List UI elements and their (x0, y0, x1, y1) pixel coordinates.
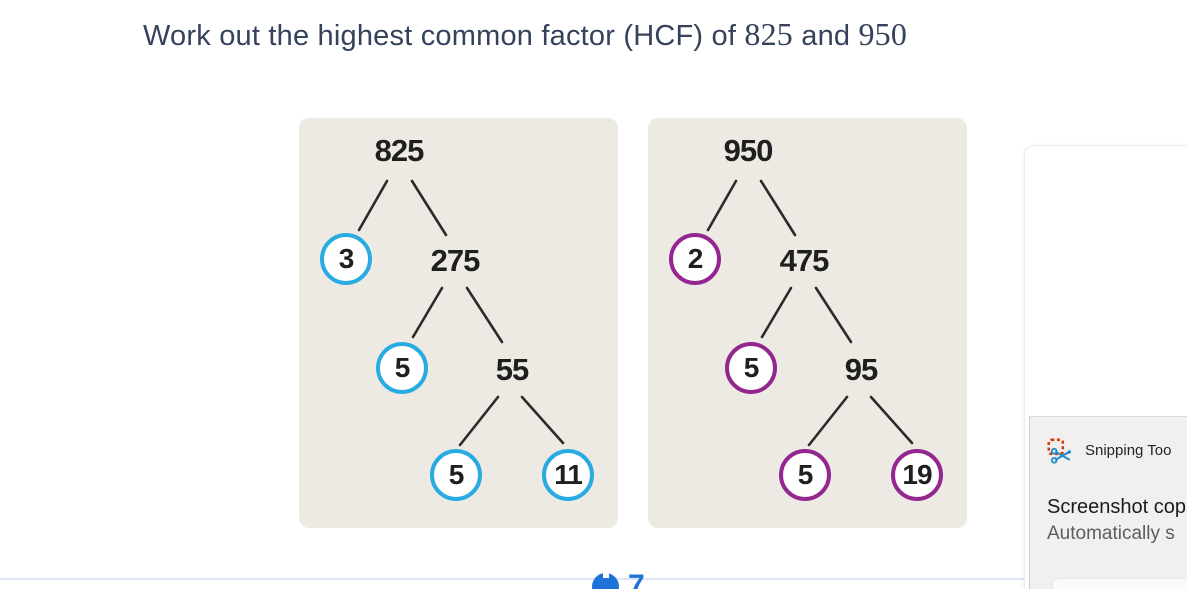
tree-node-275: 275 (430, 243, 481, 278)
tree-prime-11: 11 (542, 449, 594, 501)
factor-tree-825-card: 825 3 275 5 55 5 11 (299, 118, 618, 528)
snipping-tool-icon (1047, 438, 1071, 464)
tree-node-55: 55 (495, 352, 529, 387)
factor-tree-950-card: 950 2 475 5 95 5 19 (648, 118, 967, 528)
tree-prime-2: 2 (669, 233, 721, 285)
tree-node-95: 95 (844, 352, 878, 387)
tree-prime-5: 5 (376, 342, 428, 394)
tree-node-825: 825 (374, 133, 425, 168)
notification-subtitle: Automatically s (1047, 523, 1175, 544)
factor-tree-825-branches (357, 179, 565, 447)
tree-prime-5: 5 (430, 449, 482, 501)
question-title-text: Work out the highest common factor (HCF)… (143, 20, 745, 52)
tree-prime-3: 3 (320, 233, 372, 285)
snipping-tool-notification[interactable]: Snipping Too Screenshot cop Automaticall… (1029, 416, 1187, 589)
question-number-1: 825 (744, 16, 793, 52)
footer-divider (0, 578, 1025, 580)
tree-prime-19: 19 (891, 449, 943, 501)
timer-value: 7 (628, 569, 645, 589)
timer: 7 (592, 569, 645, 589)
notification-action-button[interactable] (1052, 578, 1187, 589)
notification-app-name: Snipping Too (1085, 442, 1172, 459)
question-title: Work out the highest common factor (HCF)… (143, 16, 1143, 53)
tree-node-950: 950 (723, 133, 774, 168)
question-title-conjunction: and (792, 20, 859, 52)
factor-tree-950-branches (706, 179, 914, 447)
question-number-2: 950 (858, 16, 908, 52)
tree-prime-5: 5 (725, 342, 777, 394)
timer-icon (592, 573, 619, 589)
tree-node-475: 475 (779, 243, 830, 278)
tree-prime-5: 5 (779, 449, 831, 501)
notification-title: Screenshot cop (1047, 496, 1186, 518)
